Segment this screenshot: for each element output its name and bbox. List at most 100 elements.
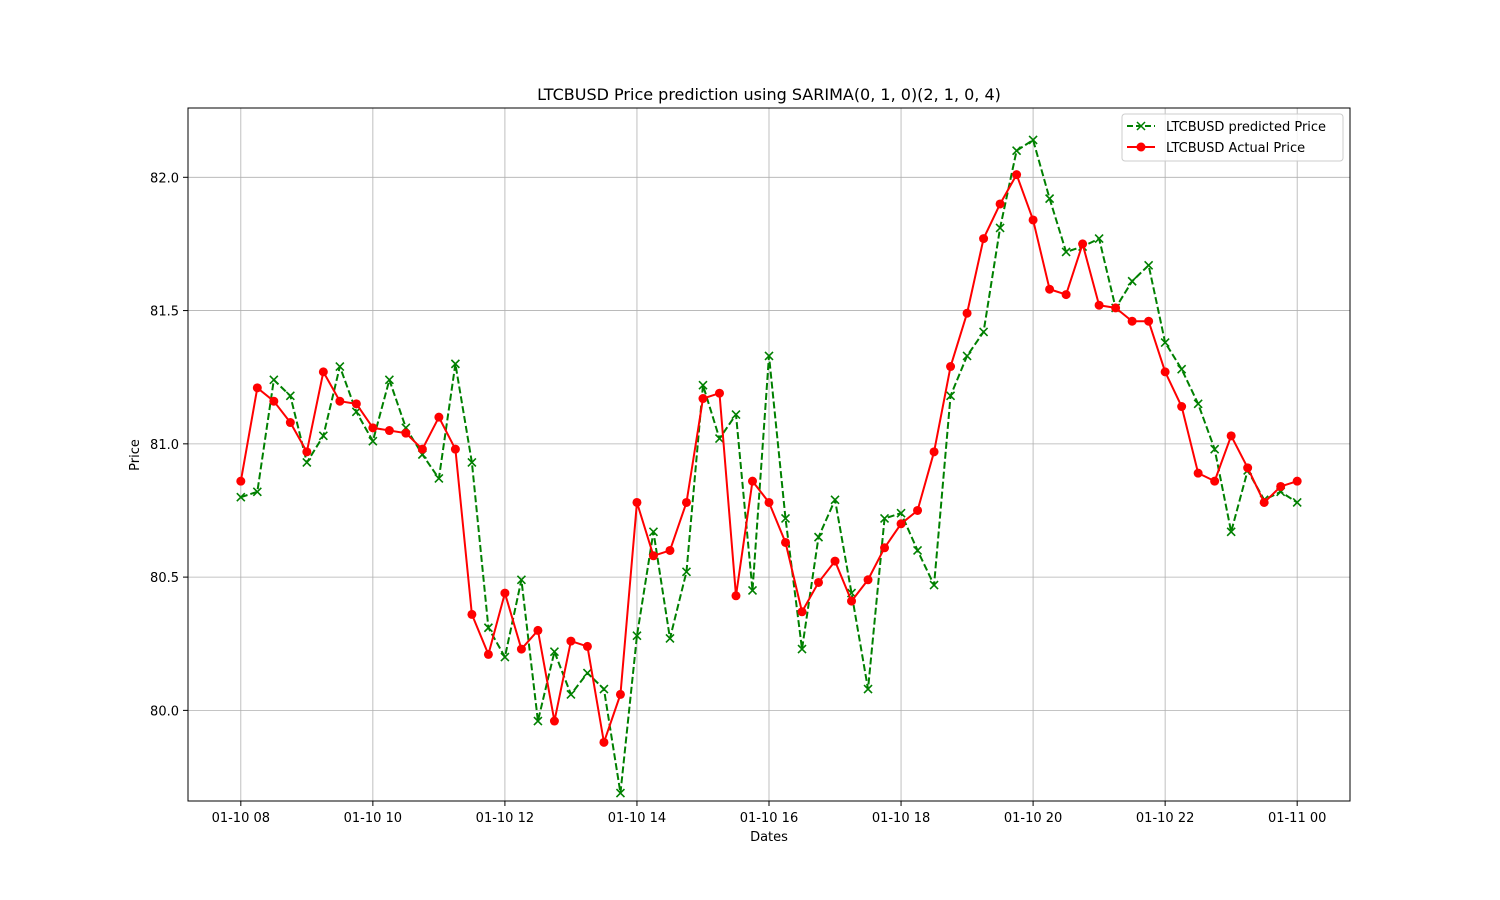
predicted-point-marker: [1226, 527, 1236, 537]
predicted-point-marker: [285, 391, 295, 401]
predicted-point-marker: [731, 409, 741, 420]
actual-point-marker: [384, 426, 394, 436]
predicted-point-marker: [533, 716, 543, 726]
predicted-point-marker: [747, 585, 758, 596]
actual-point-marker: [318, 367, 328, 377]
actual-point-marker: [1111, 303, 1121, 313]
legend-predicted-x-marker: [1136, 121, 1146, 131]
legend: LTCBUSD predicted Price LTCBUSD Actual P…: [1121, 113, 1344, 162]
predicted-point-marker: [979, 327, 989, 337]
predicted-point-marker: [1210, 444, 1220, 454]
actual-point-marker: [814, 577, 824, 587]
y-tick-label: 81.0: [150, 438, 179, 453]
x-tick-label: 01-10 22: [1136, 811, 1194, 826]
actual-point-marker: [747, 476, 757, 486]
predicted-point-marker: [681, 567, 692, 577]
actual-point-marker: [830, 556, 840, 566]
predicted-point-marker: [450, 359, 460, 369]
x-tick-label: 01-10 12: [476, 811, 534, 826]
actual-point-marker: [648, 551, 658, 561]
predicted-point-marker: [797, 644, 807, 654]
predicted-point-marker: [1094, 234, 1104, 244]
predicted-point-marker: [698, 380, 708, 390]
predicted-point-marker: [1127, 276, 1137, 286]
actual-point-marker: [714, 388, 724, 398]
y-tick-label: 80.0: [150, 704, 179, 719]
actual-point-marker: [962, 308, 972, 318]
legend-box: [1121, 113, 1344, 162]
predicted-point-marker: [516, 575, 526, 585]
y-tick-label: 81.5: [150, 305, 179, 320]
predicted-point-marker: [434, 473, 444, 484]
actual-point-marker: [1177, 402, 1187, 412]
actual-point-marker: [302, 447, 312, 457]
legend-predicted-label: LTCBUSD predicted Price: [1166, 120, 1326, 135]
actual-point-marker: [285, 418, 295, 428]
actual-point-marker: [979, 234, 989, 244]
actual-point-marker: [1259, 497, 1269, 507]
actual-point-marker: [847, 596, 857, 606]
actual-point-marker: [1127, 316, 1137, 326]
actual-point-marker: [896, 519, 906, 529]
predicted-point-marker: [912, 545, 923, 556]
predicted-point-marker: [236, 492, 246, 502]
predicted-point-marker: [945, 391, 956, 401]
actual-point-marker: [500, 588, 510, 598]
actual-point-marker: [236, 476, 246, 486]
actual-point-marker: [863, 575, 873, 585]
predicted-point-marker: [368, 436, 378, 446]
y-axis-label: Price: [128, 439, 143, 471]
predicted-point-marker: [467, 457, 477, 468]
predicted-point-marker: [483, 623, 493, 633]
actual-point-marker: [450, 444, 460, 454]
actual-point-marker: [252, 383, 262, 393]
actual-point-marker: [681, 497, 691, 507]
x-axis: 01-10 08 01-10 10 01-10 12 01-10 14 01-10 16…: [212, 801, 1326, 826]
y-tick-label: 82.0: [150, 171, 179, 186]
predicted-point-marker: [879, 513, 890, 524]
actual-point-marker: [566, 636, 576, 646]
actual-point-marker: [1210, 476, 1220, 486]
x-axis-label: Dates: [750, 830, 788, 845]
actual-point-marker: [351, 399, 361, 409]
x-tick-label: 01-11 00: [1268, 811, 1326, 826]
x-tick-label: 01-10 08: [212, 811, 270, 826]
actual-point-marker: [417, 444, 427, 454]
predicted-point-marker: [1012, 146, 1022, 156]
actual-point-marker: [781, 537, 791, 547]
predicted-point-marker: [648, 527, 659, 537]
predicted-point-marker: [632, 631, 642, 641]
legend-actual-circle-marker: [1136, 142, 1146, 152]
actual-point-marker: [1226, 431, 1236, 441]
actual-point-marker: [533, 625, 543, 635]
actual-point-marker: [335, 396, 345, 406]
actual-point-marker: [1094, 300, 1104, 310]
actual-point-marker: [946, 362, 956, 372]
y-axis: 80.0 80.5 81.0 81.5 82.0: [150, 171, 188, 719]
actual-point-marker: [368, 423, 378, 433]
predicted-point-marker: [599, 684, 609, 694]
predicted-point-marker: [863, 684, 873, 694]
predicted-point-marker: [335, 361, 345, 372]
actual-point-marker: [1276, 481, 1286, 491]
actual-point-marker: [995, 199, 1005, 209]
actual-point-marker: [434, 412, 444, 422]
legend-item-actual: LTCBUSD Actual Price: [1127, 141, 1305, 156]
actual-point-marker: [1292, 476, 1302, 486]
legend-item-predicted: LTCBUSD predicted Price: [1127, 120, 1326, 135]
x-tick-label: 01-10 20: [1004, 811, 1062, 826]
y-tick-label: 80.5: [150, 571, 179, 586]
predicted-point-marker: [1028, 135, 1038, 145]
predicted-point-marker: [1144, 260, 1154, 270]
predicted-point-marker: [665, 633, 675, 643]
predicted-point-marker: [566, 689, 576, 699]
actual-point-marker: [665, 545, 675, 555]
predicted-point-marker: [1292, 497, 1302, 508]
predicted-point-marker: [1061, 247, 1071, 257]
x-tick-label: 01-10 16: [740, 811, 798, 826]
predicted-point-marker: [549, 647, 559, 657]
actual-point-marker: [467, 609, 477, 619]
predicted-point-marker: [995, 223, 1005, 233]
predicted-point-marker: [302, 457, 312, 468]
